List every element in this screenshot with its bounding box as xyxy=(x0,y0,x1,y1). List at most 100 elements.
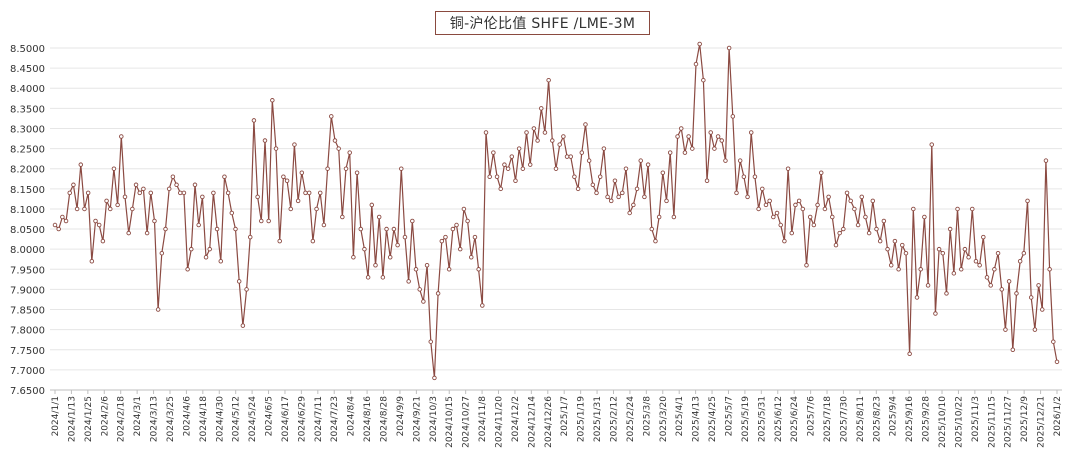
y-tick-label: 7.7000 xyxy=(10,366,45,377)
x-tick-label: 2025/8/23 xyxy=(872,396,882,442)
data-point xyxy=(841,226,846,232)
data-point xyxy=(240,323,246,328)
x-tick-label: 2025/7/18 xyxy=(823,396,833,442)
data-point xyxy=(918,267,923,272)
data-point xyxy=(778,222,783,228)
x-tick-label: 2025/3/8 xyxy=(642,396,652,437)
data-point xyxy=(424,263,430,268)
data-point xyxy=(259,218,264,224)
data-point xyxy=(1028,295,1034,300)
data-point xyxy=(413,267,419,272)
data-point xyxy=(701,77,706,83)
data-point xyxy=(822,206,828,212)
data-point xyxy=(774,210,780,216)
y-tick-label: 8.2000 xyxy=(10,165,45,176)
series-line xyxy=(54,43,1058,379)
y-tick-label: 7.7500 xyxy=(10,346,45,357)
data-point xyxy=(399,166,404,171)
y-tick-label: 8.4500 xyxy=(10,64,45,75)
x-tick-label: 2024/12/14 xyxy=(527,396,537,448)
data-point xyxy=(597,174,603,180)
data-point xyxy=(351,254,356,260)
data-point xyxy=(642,194,647,200)
data-point xyxy=(656,214,662,220)
y-tick-label: 7.9500 xyxy=(10,265,45,276)
data-point xyxy=(465,218,470,224)
x-tick-label: 2025/12/9 xyxy=(1020,396,1030,442)
data-point xyxy=(546,77,551,83)
data-point xyxy=(675,134,680,139)
data-point xyxy=(421,299,426,304)
data-point xyxy=(682,150,688,155)
data-point xyxy=(903,250,909,256)
data-point xyxy=(203,254,209,260)
y-tick-label: 8.0500 xyxy=(10,225,45,236)
x-tick-label: 2025/11/27 xyxy=(1004,396,1014,448)
data-point xyxy=(807,214,813,220)
x-tick-label: 2024/9/21 xyxy=(412,396,422,442)
data-point xyxy=(130,206,135,212)
y-tick-label: 8.0000 xyxy=(10,245,45,256)
data-point xyxy=(266,218,271,224)
x-tick-label: 2026/1/2 xyxy=(1053,396,1063,436)
data-point xyxy=(693,61,699,67)
series-layer xyxy=(52,41,1060,381)
data-point xyxy=(255,194,260,200)
data-point xyxy=(262,138,268,143)
data-point xyxy=(870,198,876,204)
data-point xyxy=(314,206,319,212)
data-point xyxy=(277,238,282,244)
data-point xyxy=(575,186,581,192)
y-tick-label: 7.8500 xyxy=(10,306,45,317)
data-point xyxy=(992,267,997,272)
x-tick-label: 2024/6/17 xyxy=(281,396,291,442)
data-point xyxy=(288,206,294,212)
data-point xyxy=(1003,327,1008,332)
data-point xyxy=(229,210,235,216)
x-tick-label: 2025/4/1 xyxy=(675,396,685,436)
data-point xyxy=(616,194,621,200)
data-point xyxy=(586,158,592,163)
x-tick-label: 2024/12/2 xyxy=(511,396,521,442)
data-point xyxy=(137,190,142,196)
data-point xyxy=(218,258,224,264)
data-point xyxy=(590,182,596,188)
data-point xyxy=(796,198,802,204)
data-point xyxy=(977,263,982,268)
data-point xyxy=(767,198,772,204)
x-tick-label: 2024/4/30 xyxy=(215,396,225,442)
x-tick-label: 2024/10/15 xyxy=(445,396,455,448)
data-point xyxy=(524,130,529,135)
data-point xyxy=(56,226,61,232)
y-tick-label: 8.1000 xyxy=(10,205,45,216)
data-point xyxy=(244,287,249,292)
data-point xyxy=(144,230,150,236)
data-point xyxy=(697,41,702,47)
data-point xyxy=(373,263,378,268)
y-tick-label: 8.3500 xyxy=(10,104,45,115)
x-tick-label: 2025/12/21 xyxy=(1037,396,1047,448)
data-point xyxy=(450,226,456,232)
data-point xyxy=(859,194,865,200)
data-point xyxy=(922,214,927,220)
data-point xyxy=(800,206,806,212)
x-tick-label: 2024/8/16 xyxy=(363,396,373,442)
data-point xyxy=(166,186,172,192)
data-point xyxy=(472,234,478,240)
data-point xyxy=(793,202,798,208)
data-point xyxy=(1036,283,1041,288)
data-point xyxy=(498,186,503,192)
data-point xyxy=(108,206,113,212)
data-point xyxy=(329,114,334,119)
data-point xyxy=(638,158,643,163)
x-tick-label: 2024/4/6 xyxy=(182,396,192,437)
data-point xyxy=(159,250,165,256)
data-point xyxy=(494,174,500,180)
x-tick-label: 2024/8/4 xyxy=(347,396,357,437)
y-tick-label: 8.2500 xyxy=(10,145,45,156)
data-point xyxy=(594,190,599,196)
data-point xyxy=(369,202,375,208)
data-point xyxy=(900,242,905,248)
data-point xyxy=(63,218,69,224)
x-tick-label: 2024/10/3 xyxy=(429,396,439,442)
